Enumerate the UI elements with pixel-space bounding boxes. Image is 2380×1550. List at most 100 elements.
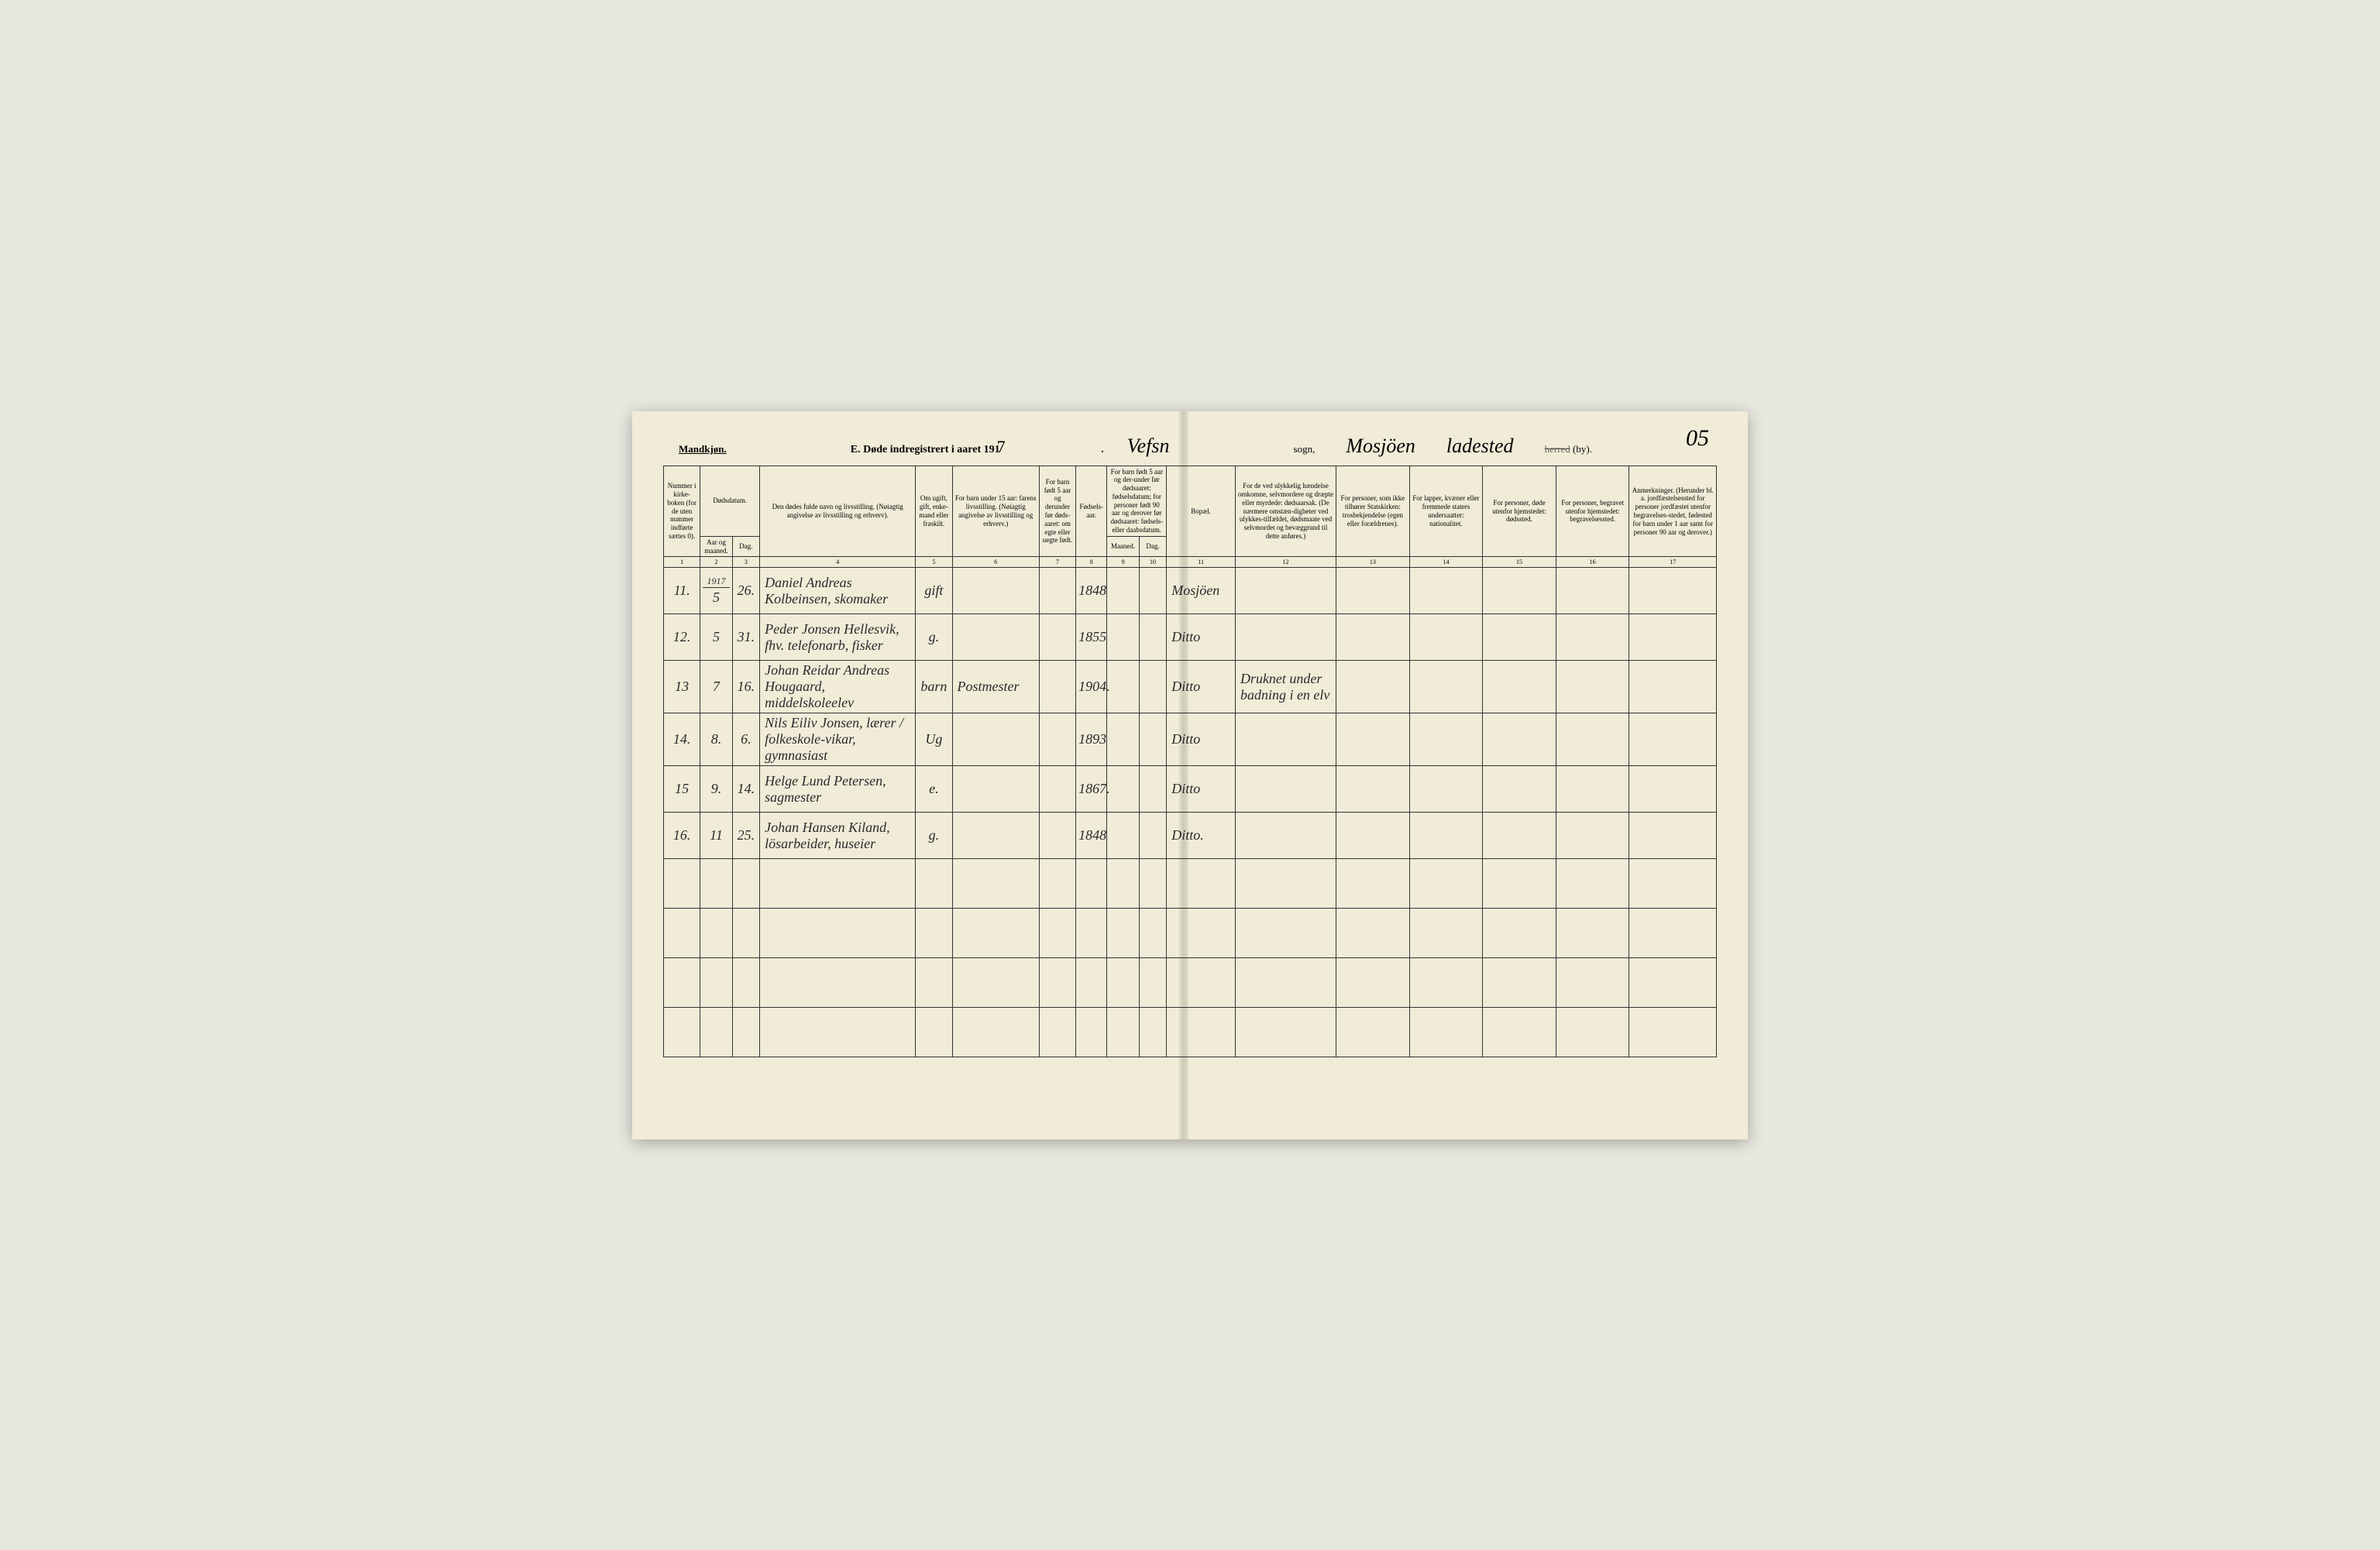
cell-bmonth bbox=[1107, 813, 1139, 859]
cell-remarks bbox=[1629, 568, 1717, 614]
cell-status: g. bbox=[916, 614, 952, 661]
cell-dplace bbox=[1483, 614, 1556, 661]
sogn-label: sogn, bbox=[1294, 443, 1316, 455]
colnum: 17 bbox=[1629, 557, 1717, 568]
cell-month: 7 bbox=[700, 661, 732, 713]
cell-bday bbox=[1139, 614, 1166, 661]
cell-birth: 1848 bbox=[1076, 813, 1107, 859]
cell-status: Ug bbox=[916, 713, 952, 766]
table-row: 12. 5 31. Peder Jonsen Hellesvik, fhv. t… bbox=[664, 614, 1717, 661]
cell-dplace bbox=[1483, 713, 1556, 766]
cell-nat bbox=[1409, 813, 1483, 859]
cell-father bbox=[952, 813, 1039, 859]
colnum: 13 bbox=[1336, 557, 1410, 568]
table-row: 15 9. 14. Helge Lund Petersen, sagmester… bbox=[664, 766, 1717, 813]
cell-bday bbox=[1139, 766, 1166, 813]
cell-nat bbox=[1409, 614, 1483, 661]
th-cause: For de ved ulykkelig hændelse omkomne, s… bbox=[1235, 466, 1336, 557]
th-bday: Dag. bbox=[1139, 536, 1166, 557]
cell-cause bbox=[1235, 614, 1336, 661]
table-row: 16. 11 25. Johan Hansen Kiland, lösarbei… bbox=[664, 813, 1717, 859]
cell-legit bbox=[1039, 766, 1075, 813]
column-numbers-row: 1 2 3 4 5 6 7 8 9 10 11 12 13 14 15 16 1… bbox=[664, 557, 1717, 568]
cell-bplace bbox=[1556, 813, 1629, 859]
colnum: 16 bbox=[1556, 557, 1629, 568]
table-row-empty bbox=[664, 958, 1717, 1008]
table-head: Nummer i kirke-boken (for de uten nummer… bbox=[664, 466, 1717, 568]
th-num: Nummer i kirke-boken (for de uten nummer… bbox=[664, 466, 700, 557]
th-date-group: Dødsdatum. bbox=[700, 466, 760, 536]
cell-num: 15 bbox=[664, 766, 700, 813]
cell-bmonth bbox=[1107, 614, 1139, 661]
cell-legit bbox=[1039, 713, 1075, 766]
cell-nat bbox=[1409, 713, 1483, 766]
cell-bmonth bbox=[1107, 661, 1139, 713]
cell-nat bbox=[1409, 766, 1483, 813]
table-row: 11. 19175 26. Daniel Andreas Kolbeinsen,… bbox=[664, 568, 1717, 614]
cell-place: Ditto bbox=[1167, 766, 1236, 813]
cell-month: 19175 bbox=[700, 568, 732, 614]
th-status: Om ugift, gift, enke-mand eller fraskilt… bbox=[916, 466, 952, 557]
th-legit: For barn født 5 aar og derunder før døds… bbox=[1039, 466, 1075, 557]
cell-remarks bbox=[1629, 614, 1717, 661]
gender-label: Mandkjøn. bbox=[679, 443, 727, 455]
cell-dplace bbox=[1483, 766, 1556, 813]
cell-month: 11 bbox=[700, 813, 732, 859]
cell-num: 11. bbox=[664, 568, 700, 614]
cell-day: 25. bbox=[732, 813, 759, 859]
cell-father: Postmester bbox=[952, 661, 1039, 713]
cell-dplace bbox=[1483, 568, 1556, 614]
cell-bmonth bbox=[1107, 713, 1139, 766]
cell-faith bbox=[1336, 766, 1410, 813]
cell-bmonth bbox=[1107, 766, 1139, 813]
colnum: 2 bbox=[700, 557, 732, 568]
sogn-handwritten: Vefsn bbox=[1127, 435, 1170, 458]
cell-remarks bbox=[1629, 813, 1717, 859]
cell-birth: 1904. bbox=[1076, 661, 1107, 713]
colnum: 8 bbox=[1076, 557, 1107, 568]
cell-status: barn bbox=[916, 661, 952, 713]
th-day: Dag. bbox=[732, 536, 759, 557]
cell-month: 8. bbox=[700, 713, 732, 766]
cell-faith bbox=[1336, 614, 1410, 661]
colnum: 14 bbox=[1409, 557, 1483, 568]
th-yearmonth: Aar og maaned. bbox=[700, 536, 732, 557]
cell-father bbox=[952, 766, 1039, 813]
cell-dplace bbox=[1483, 813, 1556, 859]
cell-father bbox=[952, 568, 1039, 614]
cell-month: 5 bbox=[700, 614, 732, 661]
page-header: Mandkjøn. E. Døde indregistrert i aaret … bbox=[663, 435, 1717, 458]
th-deathplace: For personer, døde utenfor hjemstedet: d… bbox=[1483, 466, 1556, 557]
colnum: 3 bbox=[732, 557, 759, 568]
cell-birth: 1855 bbox=[1076, 614, 1107, 661]
cell-bplace bbox=[1556, 568, 1629, 614]
table-row-empty bbox=[664, 909, 1717, 958]
colnum: 9 bbox=[1107, 557, 1139, 568]
cell-birth: 1867. bbox=[1076, 766, 1107, 813]
herred-strike: herred bbox=[1545, 443, 1570, 455]
colnum: 15 bbox=[1483, 557, 1556, 568]
cell-legit bbox=[1039, 813, 1075, 859]
cell-cause: Druknet under badning i en elv bbox=[1235, 661, 1336, 713]
cell-legit bbox=[1039, 661, 1075, 713]
cell-faith bbox=[1336, 661, 1410, 713]
cell-name: Johan Hansen Kiland, lösarbeider, huseie… bbox=[760, 813, 916, 859]
table-row: 14. 8. 6. Nils Eiliv Jonsen, lærer / fol… bbox=[664, 713, 1717, 766]
cell-cause bbox=[1235, 813, 1336, 859]
th-bmonth: Maaned. bbox=[1107, 536, 1139, 557]
cell-birth: 1848 bbox=[1076, 568, 1107, 614]
table-row-empty bbox=[664, 859, 1717, 909]
cell-bplace bbox=[1556, 614, 1629, 661]
colnum: 12 bbox=[1235, 557, 1336, 568]
cell-remarks bbox=[1629, 766, 1717, 813]
cell-bday bbox=[1139, 661, 1166, 713]
herred-handwritten-2: ladested bbox=[1446, 435, 1514, 458]
th-name: Den dødes fulde navn og livsstilling. (N… bbox=[760, 466, 916, 557]
cell-bday bbox=[1139, 813, 1166, 859]
cell-name: Daniel Andreas Kolbeinsen, skomaker bbox=[760, 568, 916, 614]
th-burialplace: For personer, begravet utenfor hjemstede… bbox=[1556, 466, 1629, 557]
cell-day: 31. bbox=[732, 614, 759, 661]
cell-bmonth bbox=[1107, 568, 1139, 614]
cell-bplace bbox=[1556, 713, 1629, 766]
cell-place: Ditto. bbox=[1167, 813, 1236, 859]
